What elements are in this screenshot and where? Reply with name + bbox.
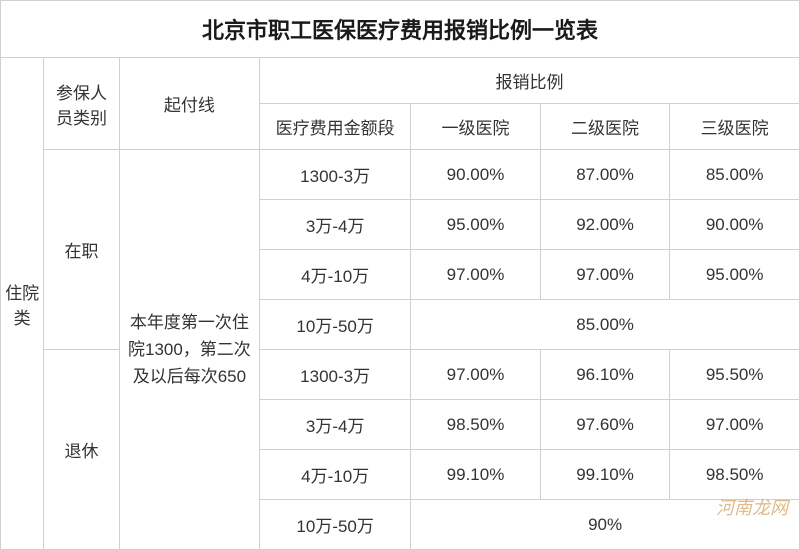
insured-type-header: 参保人员类别	[44, 58, 120, 150]
hospital-lvl1-cell: 98.50%	[411, 400, 541, 450]
hospital-lvl1-header: 一级医院	[411, 104, 541, 150]
cost-range-cell: 1300-3万	[260, 350, 411, 400]
hospital-lvl2-cell: 97.60%	[540, 400, 670, 450]
watermark: 河南龙网	[716, 494, 788, 520]
hospital-lvl3-cell: 85.00%	[670, 150, 800, 200]
hospital-lvl3-cell: 97.00%	[670, 400, 800, 450]
cost-range-cell: 10万-50万	[260, 500, 411, 550]
reimbursement-table: 北京市职工医保医疗费用报销比例一览表 住院类 参保人员类别 起付线 报销比例 医…	[0, 0, 800, 550]
hospital-lvl3-header: 三级医院	[670, 104, 800, 150]
hospital-lvl1-cell: 97.00%	[411, 250, 541, 300]
cost-range-cell: 3万-4万	[260, 400, 411, 450]
hospital-lvl2-cell: 96.10%	[540, 350, 670, 400]
hospital-lvl3-cell: 95.50%	[670, 350, 800, 400]
ratio-group-header: 报销比例	[260, 58, 800, 104]
deductible-header: 起付线	[119, 58, 259, 150]
cost-range-cell: 1300-3万	[260, 150, 411, 200]
hospital-lvl1-cell: 99.10%	[411, 450, 541, 500]
header-row-1: 住院类 参保人员类别 起付线 报销比例	[1, 58, 800, 104]
table-row: 在职 本年度第一次住院1300，第二次及以后每次650 1300-3万 90.0…	[1, 150, 800, 200]
hospital-lvl2-header: 二级医院	[540, 104, 670, 150]
hospital-lvl1-cell: 97.00%	[411, 350, 541, 400]
hospital-lvl3-cell: 95.00%	[670, 250, 800, 300]
cost-range-cell: 3万-4万	[260, 200, 411, 250]
hospital-lvl2-cell: 87.00%	[540, 150, 670, 200]
cost-range-cell: 4万-10万	[260, 250, 411, 300]
employed-label: 在职	[44, 150, 120, 350]
cost-range-cell: 4万-10万	[260, 450, 411, 500]
hospital-lvl2-cell: 97.00%	[540, 250, 670, 300]
hospital-lvl1-cell: 95.00%	[411, 200, 541, 250]
merged-rate-cell: 85.00%	[411, 300, 800, 350]
hospital-lvl3-cell: 90.00%	[670, 200, 800, 250]
category-label: 住院类	[1, 58, 44, 550]
reimbursement-table-container: 北京市职工医保医疗费用报销比例一览表 住院类 参保人员类别 起付线 报销比例 医…	[0, 0, 800, 550]
hospital-lvl2-cell: 99.10%	[540, 450, 670, 500]
hospital-lvl1-cell: 90.00%	[411, 150, 541, 200]
retired-label: 退休	[44, 350, 120, 550]
deductible-text: 本年度第一次住院1300，第二次及以后每次650	[119, 150, 259, 550]
hospital-lvl2-cell: 92.00%	[540, 200, 670, 250]
cost-range-header: 医疗费用金额段	[260, 104, 411, 150]
table-title: 北京市职工医保医疗费用报销比例一览表	[1, 1, 800, 58]
cost-range-cell: 10万-50万	[260, 300, 411, 350]
category-text: 住院类	[5, 284, 39, 328]
hospital-lvl3-cell: 98.50%	[670, 450, 800, 500]
title-row: 北京市职工医保医疗费用报销比例一览表	[1, 1, 800, 58]
